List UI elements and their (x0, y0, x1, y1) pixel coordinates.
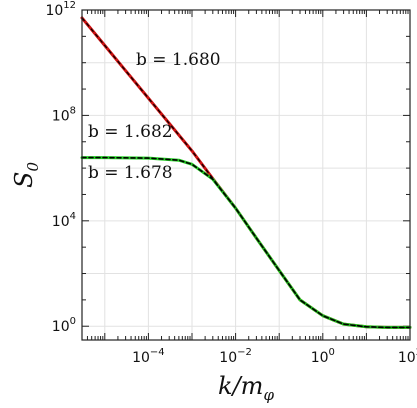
series-lines (80, 16, 412, 329)
y-axis-title-main: S (10, 172, 38, 188)
x-tick-base: 10 (311, 350, 329, 366)
minor-ticks (81, 9, 410, 340)
y-tick-label: 100 (52, 316, 76, 335)
y-tick-base: 10 (45, 3, 63, 19)
y-tick-label: 1012 (45, 0, 76, 19)
y-tick-exponent: 0 (70, 316, 76, 327)
y-axis-title-group: S0 (10, 162, 42, 188)
x-tick-exponent: 2 (416, 347, 417, 358)
x-tick-exponent: −4 (150, 347, 165, 358)
y-tick-label: 104 (52, 211, 76, 230)
x-axis-ticks: 10−410−2100102 (132, 347, 417, 366)
x-tick-base: 10 (219, 350, 237, 366)
x-tick-label: 102 (398, 347, 417, 366)
annotation-b-1678: b = 1.678 (88, 163, 173, 183)
y-axis-title-sub: 0 (24, 162, 42, 172)
y-tick-exponent: 4 (70, 211, 76, 222)
x-tick-base: 10 (398, 350, 416, 366)
plot-frame (81, 9, 411, 341)
y-tick-base: 10 (52, 108, 70, 124)
x-tick-label: 10−2 (219, 347, 252, 366)
series-line-overlay (81, 17, 410, 328)
annotation-b-1680: b = 1.680 (136, 50, 221, 70)
x-axis-title-sub: φ (263, 386, 274, 404)
y-tick-base: 10 (52, 214, 70, 230)
y-axis-title: S0 (10, 162, 42, 188)
x-tick-base: 10 (132, 350, 150, 366)
x-tick-exponent: −2 (237, 347, 252, 358)
y-tick-label: 108 (52, 105, 76, 124)
x-tick-label: 100 (311, 347, 335, 366)
x-axis-title-main: k/m (218, 372, 263, 400)
annotation-b-1682: b = 1.682 (88, 122, 173, 142)
x-axis-title: k/mφ (218, 372, 274, 404)
y-tick-exponent: 12 (63, 0, 76, 11)
y-tick-exponent: 8 (70, 105, 76, 116)
y-tick-base: 10 (52, 319, 70, 335)
x-tick-label: 10−4 (132, 347, 165, 366)
x-tick-exponent: 0 (329, 347, 335, 358)
